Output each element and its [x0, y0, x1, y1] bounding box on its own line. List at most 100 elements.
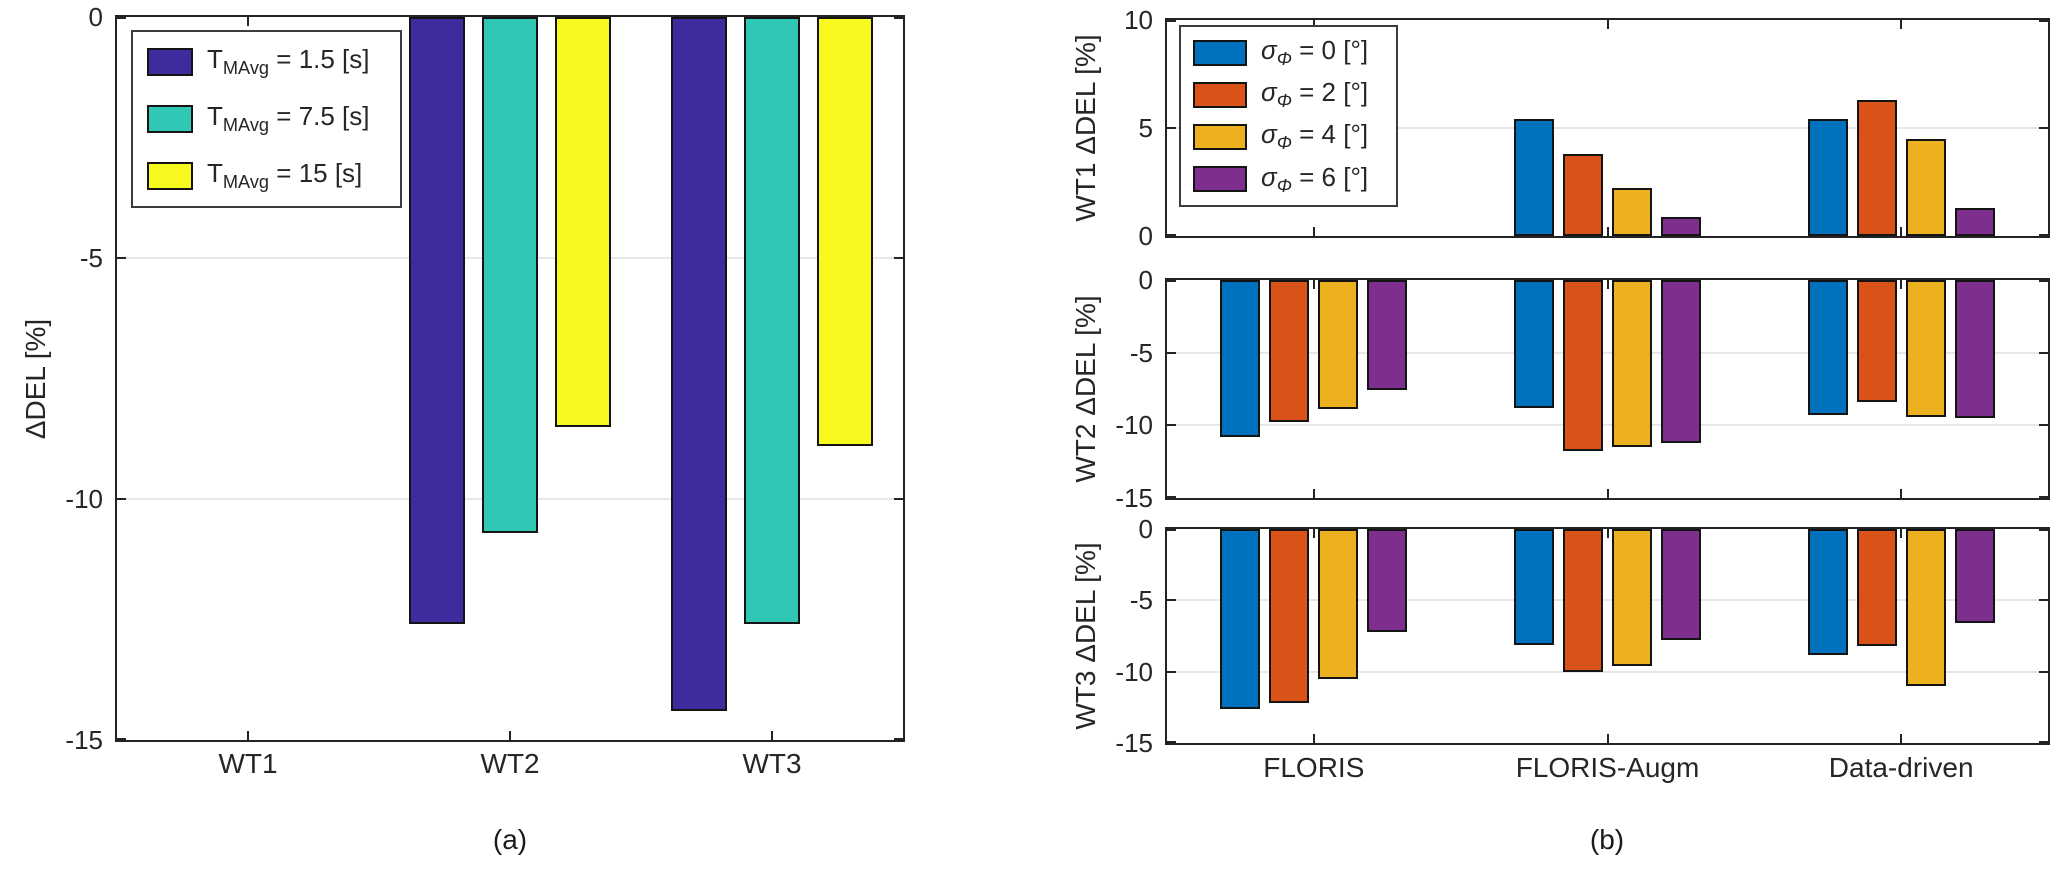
legend-swatch: [1193, 123, 1247, 150]
bar-floris-2: [1318, 529, 1359, 679]
y-tick-mark: [117, 498, 126, 500]
y-tick-mark: [1167, 234, 1176, 236]
y-tick-label: 5: [1138, 113, 1153, 143]
y-tick-label: -15: [1115, 728, 1153, 758]
legend-subscript: Φ: [1276, 133, 1292, 154]
y-tick-mark: [2039, 351, 2048, 354]
y-tick-mark: [1167, 280, 1176, 282]
x-tick-mark: [1312, 20, 1315, 29]
y-tick-mark: [2039, 741, 2048, 743]
legend: σΦ = 0 [°] σΦ = 2 [°] σΦ = 4 [°] σΦ = 6 [°]: [1179, 25, 1399, 207]
legend-value: = 6 [°]: [1291, 161, 1369, 192]
panel-b-plot-2: [1165, 527, 2050, 745]
legend-item-2: TMAvg = 15 [s]: [147, 158, 370, 193]
bar-floris-augm-2: [1612, 529, 1652, 666]
y-tick-label: 0: [1138, 514, 1153, 544]
panel-b-plot-0: σΦ = 0 [°] σΦ = 2 [°] σΦ = 4 [°] σΦ = 6 [°]: [1165, 18, 2050, 238]
y-tick-mark: [2039, 599, 2048, 602]
y-axis-label: WT1 ΔDEL [%]: [1070, 34, 1101, 222]
bar-wt2-2: [555, 17, 611, 427]
gridline: [1167, 424, 2048, 427]
x-tick-label: FLORIS-Augm: [1515, 752, 1700, 783]
gridline: [1167, 670, 2048, 673]
gridline: [1167, 599, 2048, 602]
y-tick-mark: [2039, 234, 2048, 236]
bar-floris-augm-1: [1563, 153, 1603, 236]
bar-floris-augm-2: [1612, 280, 1652, 448]
y-tick-label: -10: [65, 484, 103, 514]
y-tick-label: 0: [88, 2, 103, 32]
legend-value: = 2 [°]: [1291, 77, 1369, 108]
x-tick-label: Data-driven: [1828, 752, 1974, 783]
bar-wt2-0: [409, 17, 465, 625]
x-tick-mark: [247, 731, 249, 740]
legend-label: σΦ = 6 [°]: [1261, 162, 1368, 197]
x-tick-mark: [1900, 489, 1903, 498]
bar-floris-1: [1269, 280, 1310, 423]
y-tick-mark: [894, 498, 903, 500]
y-tick-mark: [117, 738, 126, 740]
y-tick-label: -5: [1129, 585, 1153, 616]
x-tick-mark: [1606, 280, 1609, 289]
legend-subscript: MAvg: [222, 58, 270, 79]
y-tick-mark: [117, 17, 126, 19]
gridline: [1167, 351, 2048, 354]
legend-item-2: σΦ = 4 [°]: [1193, 119, 1368, 154]
bar-wt2-1: [482, 17, 538, 533]
panel-a-plot-0: TMAvg = 1.5 [s] TMAvg = 7.5 [s] TMAvg = 15…: [115, 15, 905, 742]
x-tick-mark: [1900, 227, 1903, 236]
bar-data-driven-0: [1807, 529, 1848, 655]
x-tick-mark: [1606, 20, 1609, 29]
y-tick-label: -5: [79, 243, 103, 273]
bar-data-driven-2: [1905, 529, 1946, 686]
y-tick-mark: [1167, 599, 1176, 602]
legend-symbol: σ: [1261, 161, 1277, 192]
y-tick-mark: [894, 257, 903, 259]
y-tick-mark: [1167, 127, 1176, 129]
y-tick-label: -15: [65, 725, 103, 755]
bar-data-driven-0: [1807, 280, 1848, 416]
legend-item-1: σΦ = 2 [°]: [1193, 77, 1368, 112]
legend-value: = 4 [°]: [1291, 119, 1369, 150]
bar-floris-1: [1269, 529, 1310, 704]
y-tick-mark: [2039, 496, 2048, 498]
legend-symbol: σ: [1261, 119, 1277, 150]
y-tick-mark: [2039, 529, 2048, 531]
panel-b-plot-1: [1165, 278, 2050, 500]
bar-data-driven-3: [1954, 529, 1995, 624]
x-tick-label: WT3: [742, 748, 802, 779]
bar-data-driven-1: [1856, 280, 1897, 403]
x-tick-label: WT1: [218, 748, 278, 779]
bar-floris-augm-0: [1514, 119, 1554, 236]
legend-symbol: σ: [1261, 77, 1277, 108]
bar-data-driven-3: [1954, 207, 1995, 236]
legend-symbol: T: [207, 44, 223, 74]
legend-subscript: Φ: [1276, 49, 1292, 70]
legend-swatch: [1193, 81, 1247, 108]
bar-floris-2: [1318, 280, 1359, 410]
legend-value: = 0 [°]: [1291, 35, 1369, 65]
legend-subscript: Φ: [1276, 91, 1292, 112]
bar-data-driven-1: [1856, 99, 1897, 236]
x-tick-label: FLORIS: [1263, 752, 1365, 783]
x-tick-mark: [1900, 734, 1903, 743]
x-tick-mark: [1606, 489, 1609, 498]
y-tick-mark: [117, 257, 126, 259]
bar-floris-augm-3: [1661, 280, 1701, 443]
legend-subscript: Φ: [1276, 175, 1292, 196]
bar-data-driven-1: [1856, 529, 1897, 646]
x-tick-mark: [1606, 734, 1609, 743]
legend-item-0: TMAvg = 1.5 [s]: [147, 44, 370, 79]
y-tick-mark: [2039, 280, 2048, 282]
y-axis-label: WT3 ΔDEL [%]: [1070, 542, 1101, 730]
x-tick-mark: [1900, 529, 1903, 538]
bar-wt3-1: [744, 17, 800, 625]
bar-floris-augm-3: [1661, 216, 1701, 236]
y-tick-mark: [2039, 424, 2048, 427]
y-tick-label: 10: [1124, 5, 1153, 35]
y-tick-mark: [1167, 20, 1176, 22]
legend-swatch: [1193, 39, 1247, 66]
y-tick-mark: [1167, 351, 1176, 354]
y-tick-label: -10: [1115, 410, 1153, 441]
legend: TMAvg = 1.5 [s] TMAvg = 7.5 [s] TMAvg = 15…: [131, 30, 402, 208]
